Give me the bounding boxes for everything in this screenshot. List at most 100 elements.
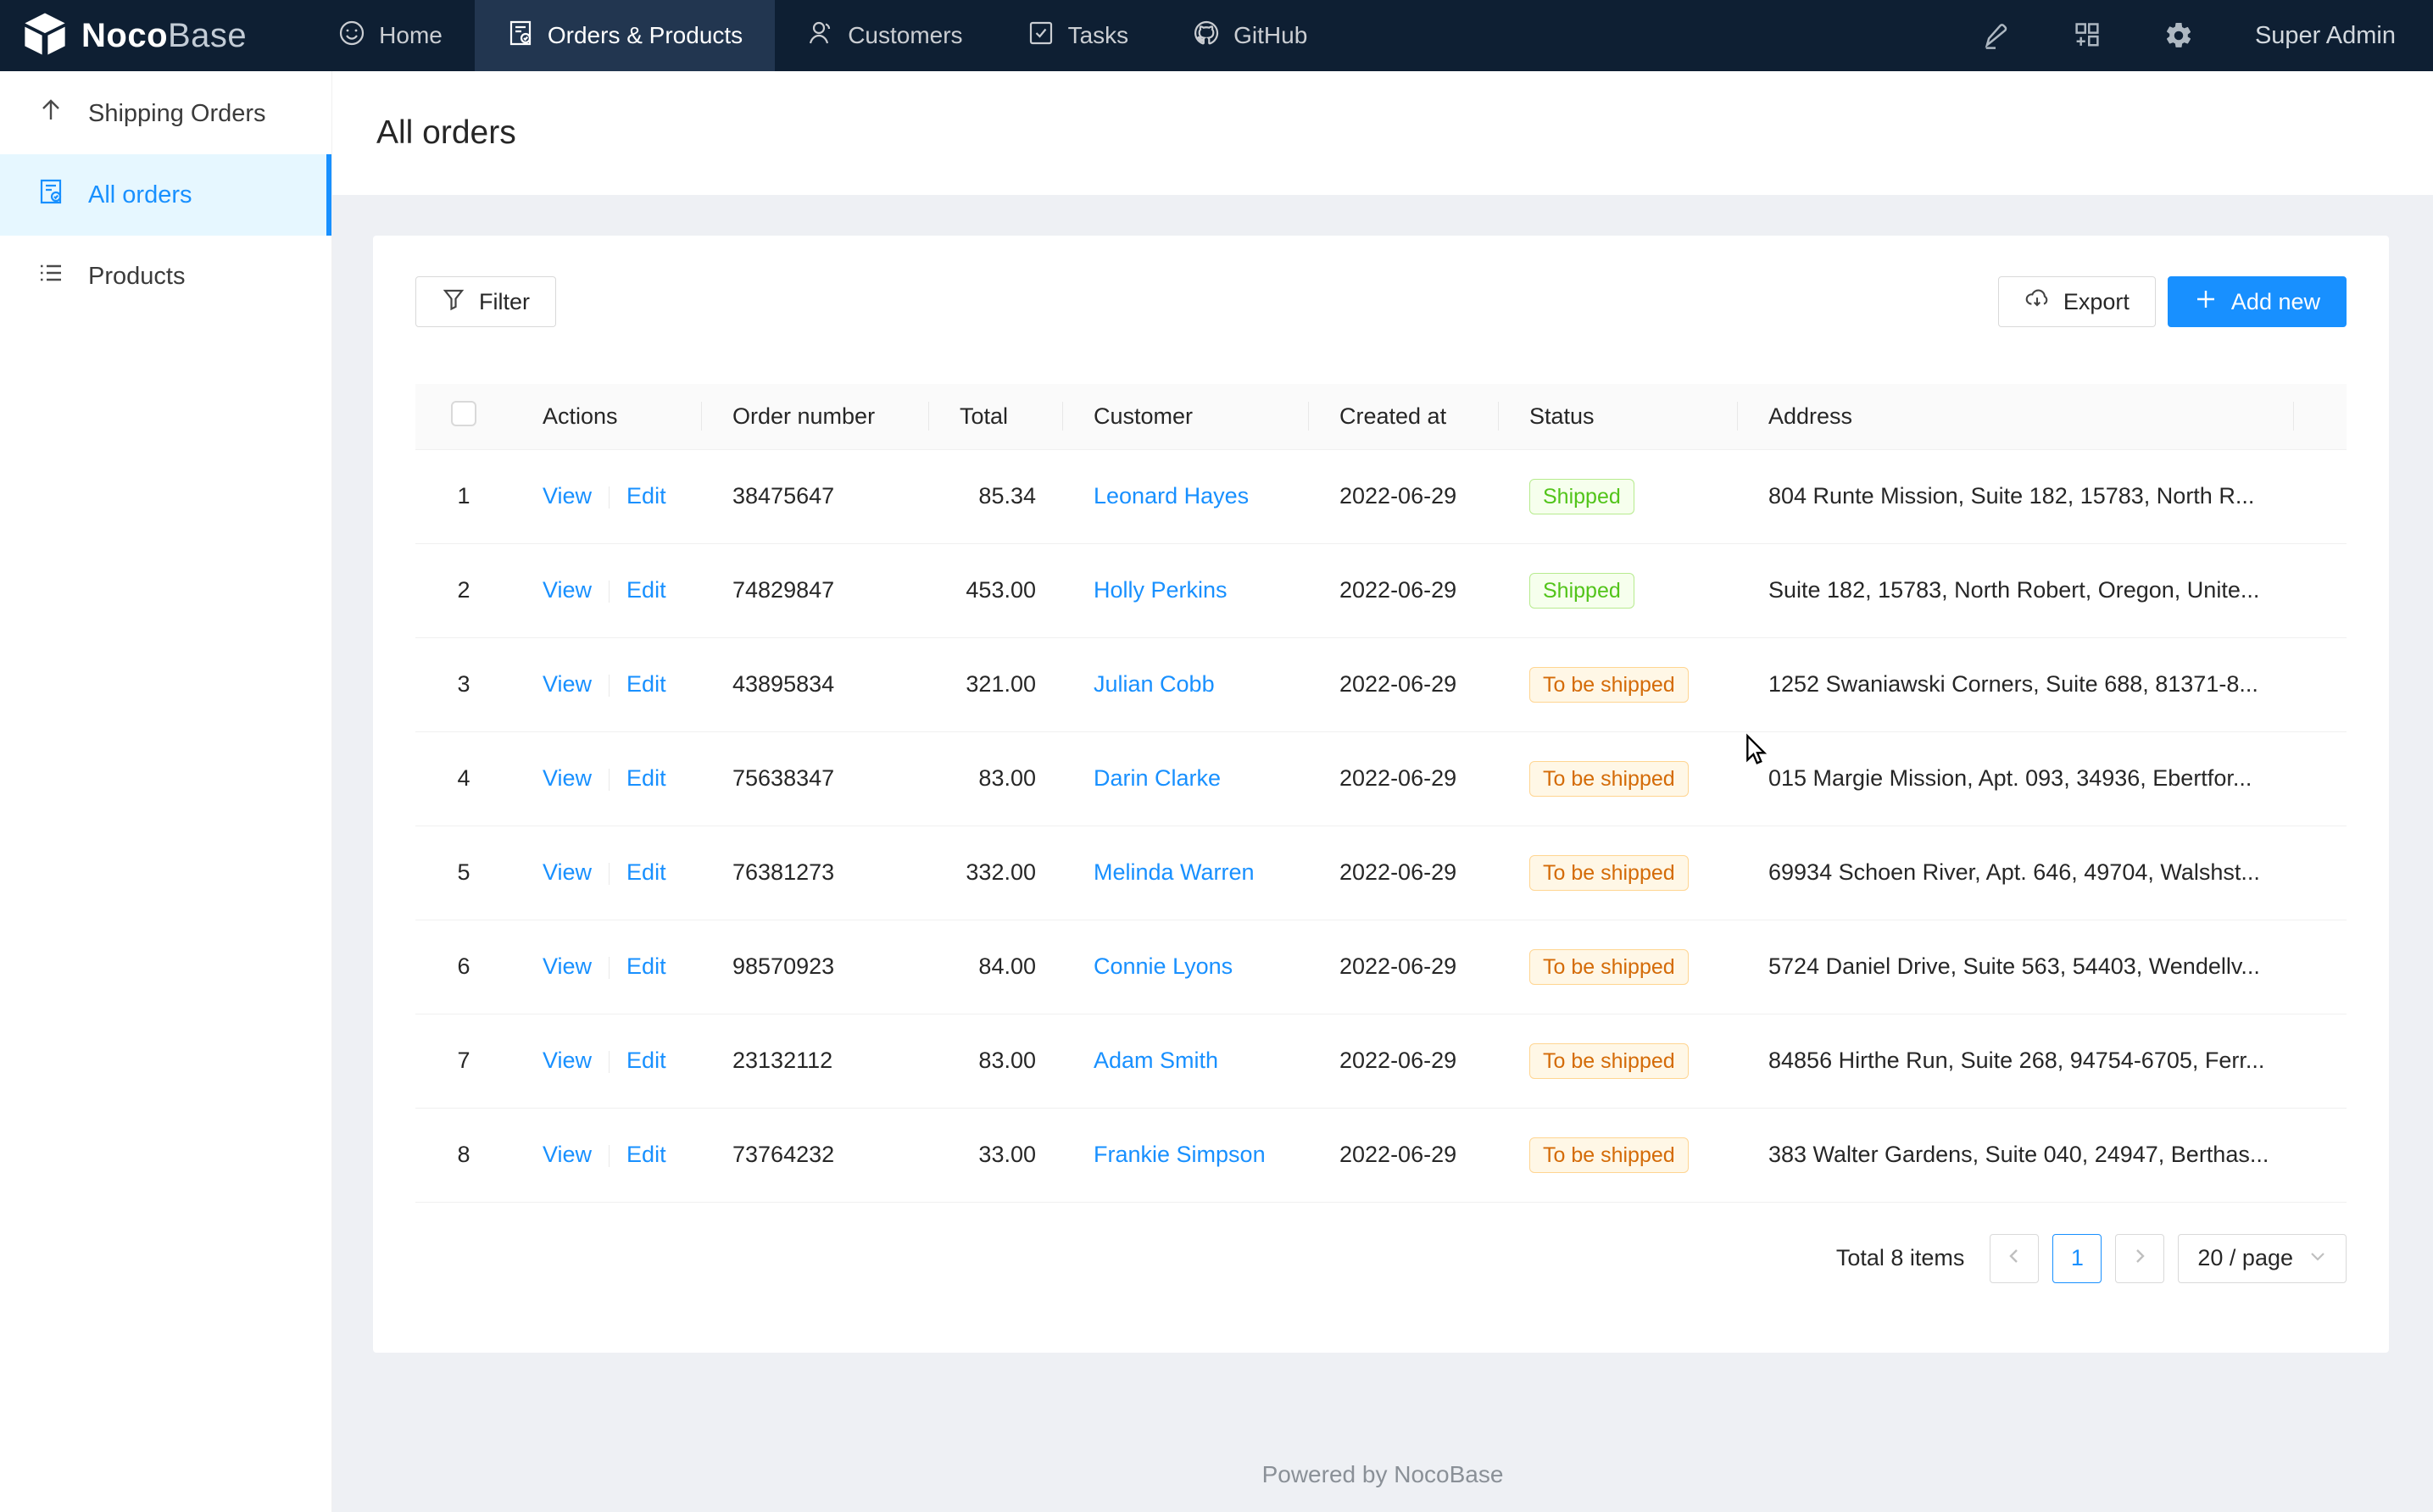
filter-button[interactable]: Filter [415, 276, 556, 327]
pagination-total: Total 8 items [1835, 1245, 1965, 1270]
export-button[interactable]: Export [1997, 276, 2156, 327]
address-cell: 1252 Swaniawski Corners, Suite 688, 8137… [1738, 637, 2294, 732]
sidebar-item-all-orders[interactable]: All orders [0, 154, 331, 236]
file-check-icon [507, 19, 534, 53]
actions-cell: View Edit [512, 1014, 702, 1109]
status-cell: To be shipped [1499, 1108, 1738, 1203]
customer-link[interactable]: Frankie Simpson [1094, 1142, 1266, 1167]
select-all-checkbox[interactable] [451, 400, 476, 426]
customer-cell: Darin Clarke [1063, 731, 1309, 826]
created-at-cell: 2022-06-29 [1309, 825, 1499, 920]
sidebar-item-shipping-orders[interactable]: Shipping Orders [0, 73, 331, 154]
table-header-row: Actions Order number Total Customer Crea… [415, 384, 2347, 450]
plus-icon [2194, 287, 2218, 317]
tab-home[interactable]: Home [306, 0, 475, 71]
view-link[interactable]: View [543, 577, 593, 603]
edit-link[interactable]: Edit [626, 577, 666, 603]
spacer-cell [2294, 637, 2347, 732]
edit-link[interactable]: Edit [626, 859, 666, 885]
table-body: 1 View Edit 38475647 85.34 Leonard Hayes 2022-… [415, 449, 2347, 1203]
view-link[interactable]: View [543, 671, 593, 697]
customer-link[interactable]: Holly Perkins [1094, 577, 1228, 603]
page-title: All orders [376, 114, 516, 151]
total-cell: 84.00 [929, 920, 1063, 1014]
address-cell: 804 Runte Mission, Suite 182, 15783, Nor… [1738, 449, 2294, 544]
edit-link[interactable]: Edit [626, 483, 666, 509]
actions-cell: View Edit [512, 449, 702, 544]
tab-github[interactable]: GitHub [1161, 0, 1339, 71]
add-new-button[interactable]: Add new [2167, 276, 2347, 327]
view-link[interactable]: View [543, 765, 593, 791]
order-number-cell: 98570923 [702, 920, 929, 1014]
page-size-select[interactable]: 20 / page [2178, 1233, 2347, 1283]
total-cell: 33.00 [929, 1108, 1063, 1203]
address-cell: 015 Margie Mission, Apt. 093, 34936, Ebe… [1738, 731, 2294, 826]
edit-link[interactable]: Edit [626, 953, 666, 979]
spacer-cell [2294, 825, 2347, 920]
person-icon [807, 19, 834, 53]
next-page-button[interactable] [2115, 1233, 2165, 1283]
tab-orders-products[interactable]: Orders & Products [474, 0, 776, 71]
actions-cell: View Edit [512, 731, 702, 826]
address-cell: 69934 Schoen River, Apt. 646, 49704, Wal… [1738, 825, 2294, 920]
order-number-cell: 38475647 [702, 449, 929, 544]
edit-link[interactable]: Edit [626, 765, 666, 791]
user-menu[interactable]: Super Admin [2254, 21, 2396, 49]
action-divider [609, 956, 610, 979]
view-link[interactable]: View [543, 1048, 593, 1073]
action-divider [609, 1144, 610, 1167]
row-index: 3 [415, 637, 512, 732]
view-link[interactable]: View [543, 953, 593, 979]
add-block-icon[interactable] [2072, 20, 2102, 51]
tab-tasks[interactable]: Tasks [995, 0, 1161, 71]
actions-cell: View Edit [512, 1108, 702, 1203]
tab-customers[interactable]: Customers [775, 0, 994, 71]
actions-cell: View Edit [512, 543, 702, 638]
customer-link[interactable]: Connie Lyons [1094, 953, 1233, 979]
status-badge: To be shipped [1529, 1137, 1689, 1173]
action-divider [609, 580, 610, 603]
table-row: 8 View Edit 73764232 33.00 Frankie Simpson 202… [415, 1108, 2347, 1203]
sidebar-item-products[interactable]: Products [0, 236, 331, 317]
row-index: 6 [415, 920, 512, 1014]
spacer-cell [2294, 920, 2347, 1014]
customer-link[interactable]: Melinda Warren [1094, 859, 1255, 885]
view-link[interactable]: View [543, 1142, 593, 1167]
highlighter-icon[interactable] [1980, 20, 2011, 51]
customer-cell: Julian Cobb [1063, 637, 1309, 732]
created-at-cell: 2022-06-29 [1309, 637, 1499, 732]
pagination: Total 8 items 1 20 / page [415, 1233, 2347, 1283]
table-row: 6 View Edit 98570923 84.00 Connie Lyons 2022-0… [415, 920, 2347, 1014]
customer-link[interactable]: Julian Cobb [1094, 671, 1215, 697]
view-link[interactable]: View [543, 859, 593, 885]
mouse-cursor [1740, 733, 1774, 771]
row-index: 2 [415, 543, 512, 638]
prev-page-button[interactable] [1990, 1233, 2040, 1283]
actions-cell: View Edit [512, 920, 702, 1014]
nocobase-logo[interactable]: NocoBase [0, 0, 272, 71]
table-row: 3 View Edit 43895834 321.00 Julian Cobb 2022-0… [415, 637, 2347, 732]
edit-link[interactable]: Edit [626, 671, 666, 697]
edit-link[interactable]: Edit [626, 1048, 666, 1073]
total-cell: 332.00 [929, 825, 1063, 920]
customer-cell: Leonard Hayes [1063, 449, 1309, 544]
address-cell: Suite 182, 15783, North Robert, Oregon, … [1738, 543, 2294, 638]
settings-gear-icon[interactable] [2163, 20, 2194, 51]
column-header-actions: Actions [512, 384, 702, 450]
table-row: 4 View Edit 75638347 83.00 Darin Clarke 2022-0… [415, 731, 2347, 826]
total-cell: 83.00 [929, 1014, 1063, 1109]
list-icon [37, 259, 64, 293]
page-1-button[interactable]: 1 [2052, 1233, 2102, 1283]
column-header-spacer [2294, 384, 2347, 450]
table-row: 1 View Edit 38475647 85.34 Leonard Hayes 2022-… [415, 449, 2347, 544]
view-link[interactable]: View [543, 483, 593, 509]
action-divider [609, 862, 610, 885]
order-number-cell: 23132112 [702, 1014, 929, 1109]
customer-link[interactable]: Leonard Hayes [1094, 483, 1250, 509]
row-index: 7 [415, 1014, 512, 1109]
order-number-cell: 73764232 [702, 1108, 929, 1203]
customer-link[interactable]: Darin Clarke [1094, 765, 1222, 791]
edit-link[interactable]: Edit [626, 1142, 666, 1167]
customer-link[interactable]: Adam Smith [1094, 1048, 1219, 1073]
powered-by-text: Powered by NocoBase [1261, 1461, 1504, 1487]
